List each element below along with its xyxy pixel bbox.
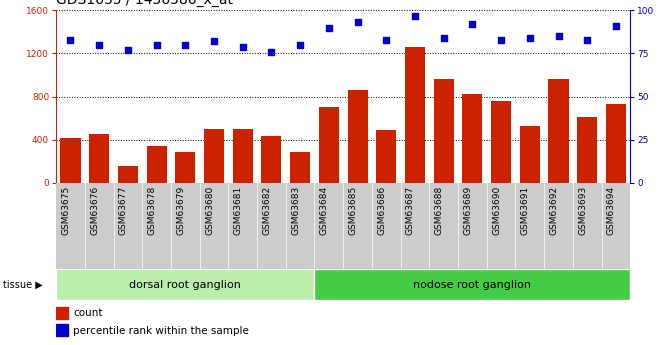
Text: GDS1635 / 1456586_x_at: GDS1635 / 1456586_x_at (56, 0, 233, 7)
Bar (434, 79, 453, 183)
Point (65, 37, 76, 42)
Bar (204, 129, 224, 183)
Point (381, 37, 391, 42)
Bar (61, 138, 81, 183)
Point (410, 13, 420, 18)
Bar (578, 117, 597, 183)
Point (467, 21, 478, 27)
Text: dorsal root ganglion: dorsal root ganglion (129, 280, 242, 289)
Point (496, 37, 506, 42)
Text: GSM63685: GSM63685 (348, 186, 358, 235)
Point (209, 39, 219, 44)
Point (323, 25, 334, 30)
Bar (491, 101, 511, 183)
Bar (233, 129, 253, 183)
Bar (147, 146, 166, 183)
Text: GSM63678: GSM63678 (148, 186, 156, 235)
Point (553, 33, 564, 39)
Bar (520, 126, 540, 183)
Text: GSM63686: GSM63686 (378, 186, 386, 235)
Point (438, 35, 449, 41)
Text: GSM63688: GSM63688 (435, 186, 444, 235)
Bar (290, 151, 310, 183)
Point (123, 47, 133, 53)
Bar (118, 166, 138, 183)
Text: GSM63683: GSM63683 (291, 186, 300, 235)
Bar (176, 151, 195, 183)
Bar (548, 79, 568, 183)
Point (180, 42, 191, 48)
Point (266, 49, 277, 55)
Bar (56, 324, 67, 336)
Point (94, 42, 104, 48)
Text: GSM63694: GSM63694 (607, 186, 616, 235)
Text: GSM63677: GSM63677 (119, 186, 128, 235)
Text: tissue ▶: tissue ▶ (3, 280, 43, 289)
Text: count: count (73, 308, 103, 318)
Bar (56, 307, 67, 319)
Text: nodose root ganglion: nodose root ganglion (413, 280, 531, 289)
Point (151, 42, 162, 48)
Point (610, 23, 621, 29)
Text: GSM63679: GSM63679 (176, 186, 185, 235)
Bar (319, 107, 339, 183)
Text: GSM63687: GSM63687 (406, 186, 415, 235)
Text: GSM63690: GSM63690 (492, 186, 501, 235)
Bar (606, 104, 626, 183)
Bar (315, 269, 630, 300)
Text: GSM63681: GSM63681 (234, 186, 243, 235)
Bar (463, 95, 482, 183)
Text: percentile rank within the sample: percentile rank within the sample (73, 326, 249, 335)
Bar (89, 134, 109, 183)
Point (238, 44, 248, 49)
Text: GSM63680: GSM63680 (205, 186, 214, 235)
Bar (348, 90, 368, 183)
Text: GSM63675: GSM63675 (61, 186, 71, 235)
Text: GSM63689: GSM63689 (463, 186, 473, 235)
Text: GSM63691: GSM63691 (521, 186, 530, 235)
Text: GSM63676: GSM63676 (90, 186, 99, 235)
Text: GSM63693: GSM63693 (578, 186, 587, 235)
Point (295, 42, 306, 48)
Point (582, 37, 593, 42)
Bar (376, 130, 396, 183)
Text: GSM63684: GSM63684 (320, 186, 329, 235)
Point (352, 20, 363, 25)
Text: GSM63682: GSM63682 (263, 186, 271, 235)
Bar (261, 137, 281, 183)
Bar (405, 47, 425, 183)
Point (525, 35, 535, 41)
Bar (56, 269, 315, 300)
Text: GSM63692: GSM63692 (550, 186, 558, 235)
